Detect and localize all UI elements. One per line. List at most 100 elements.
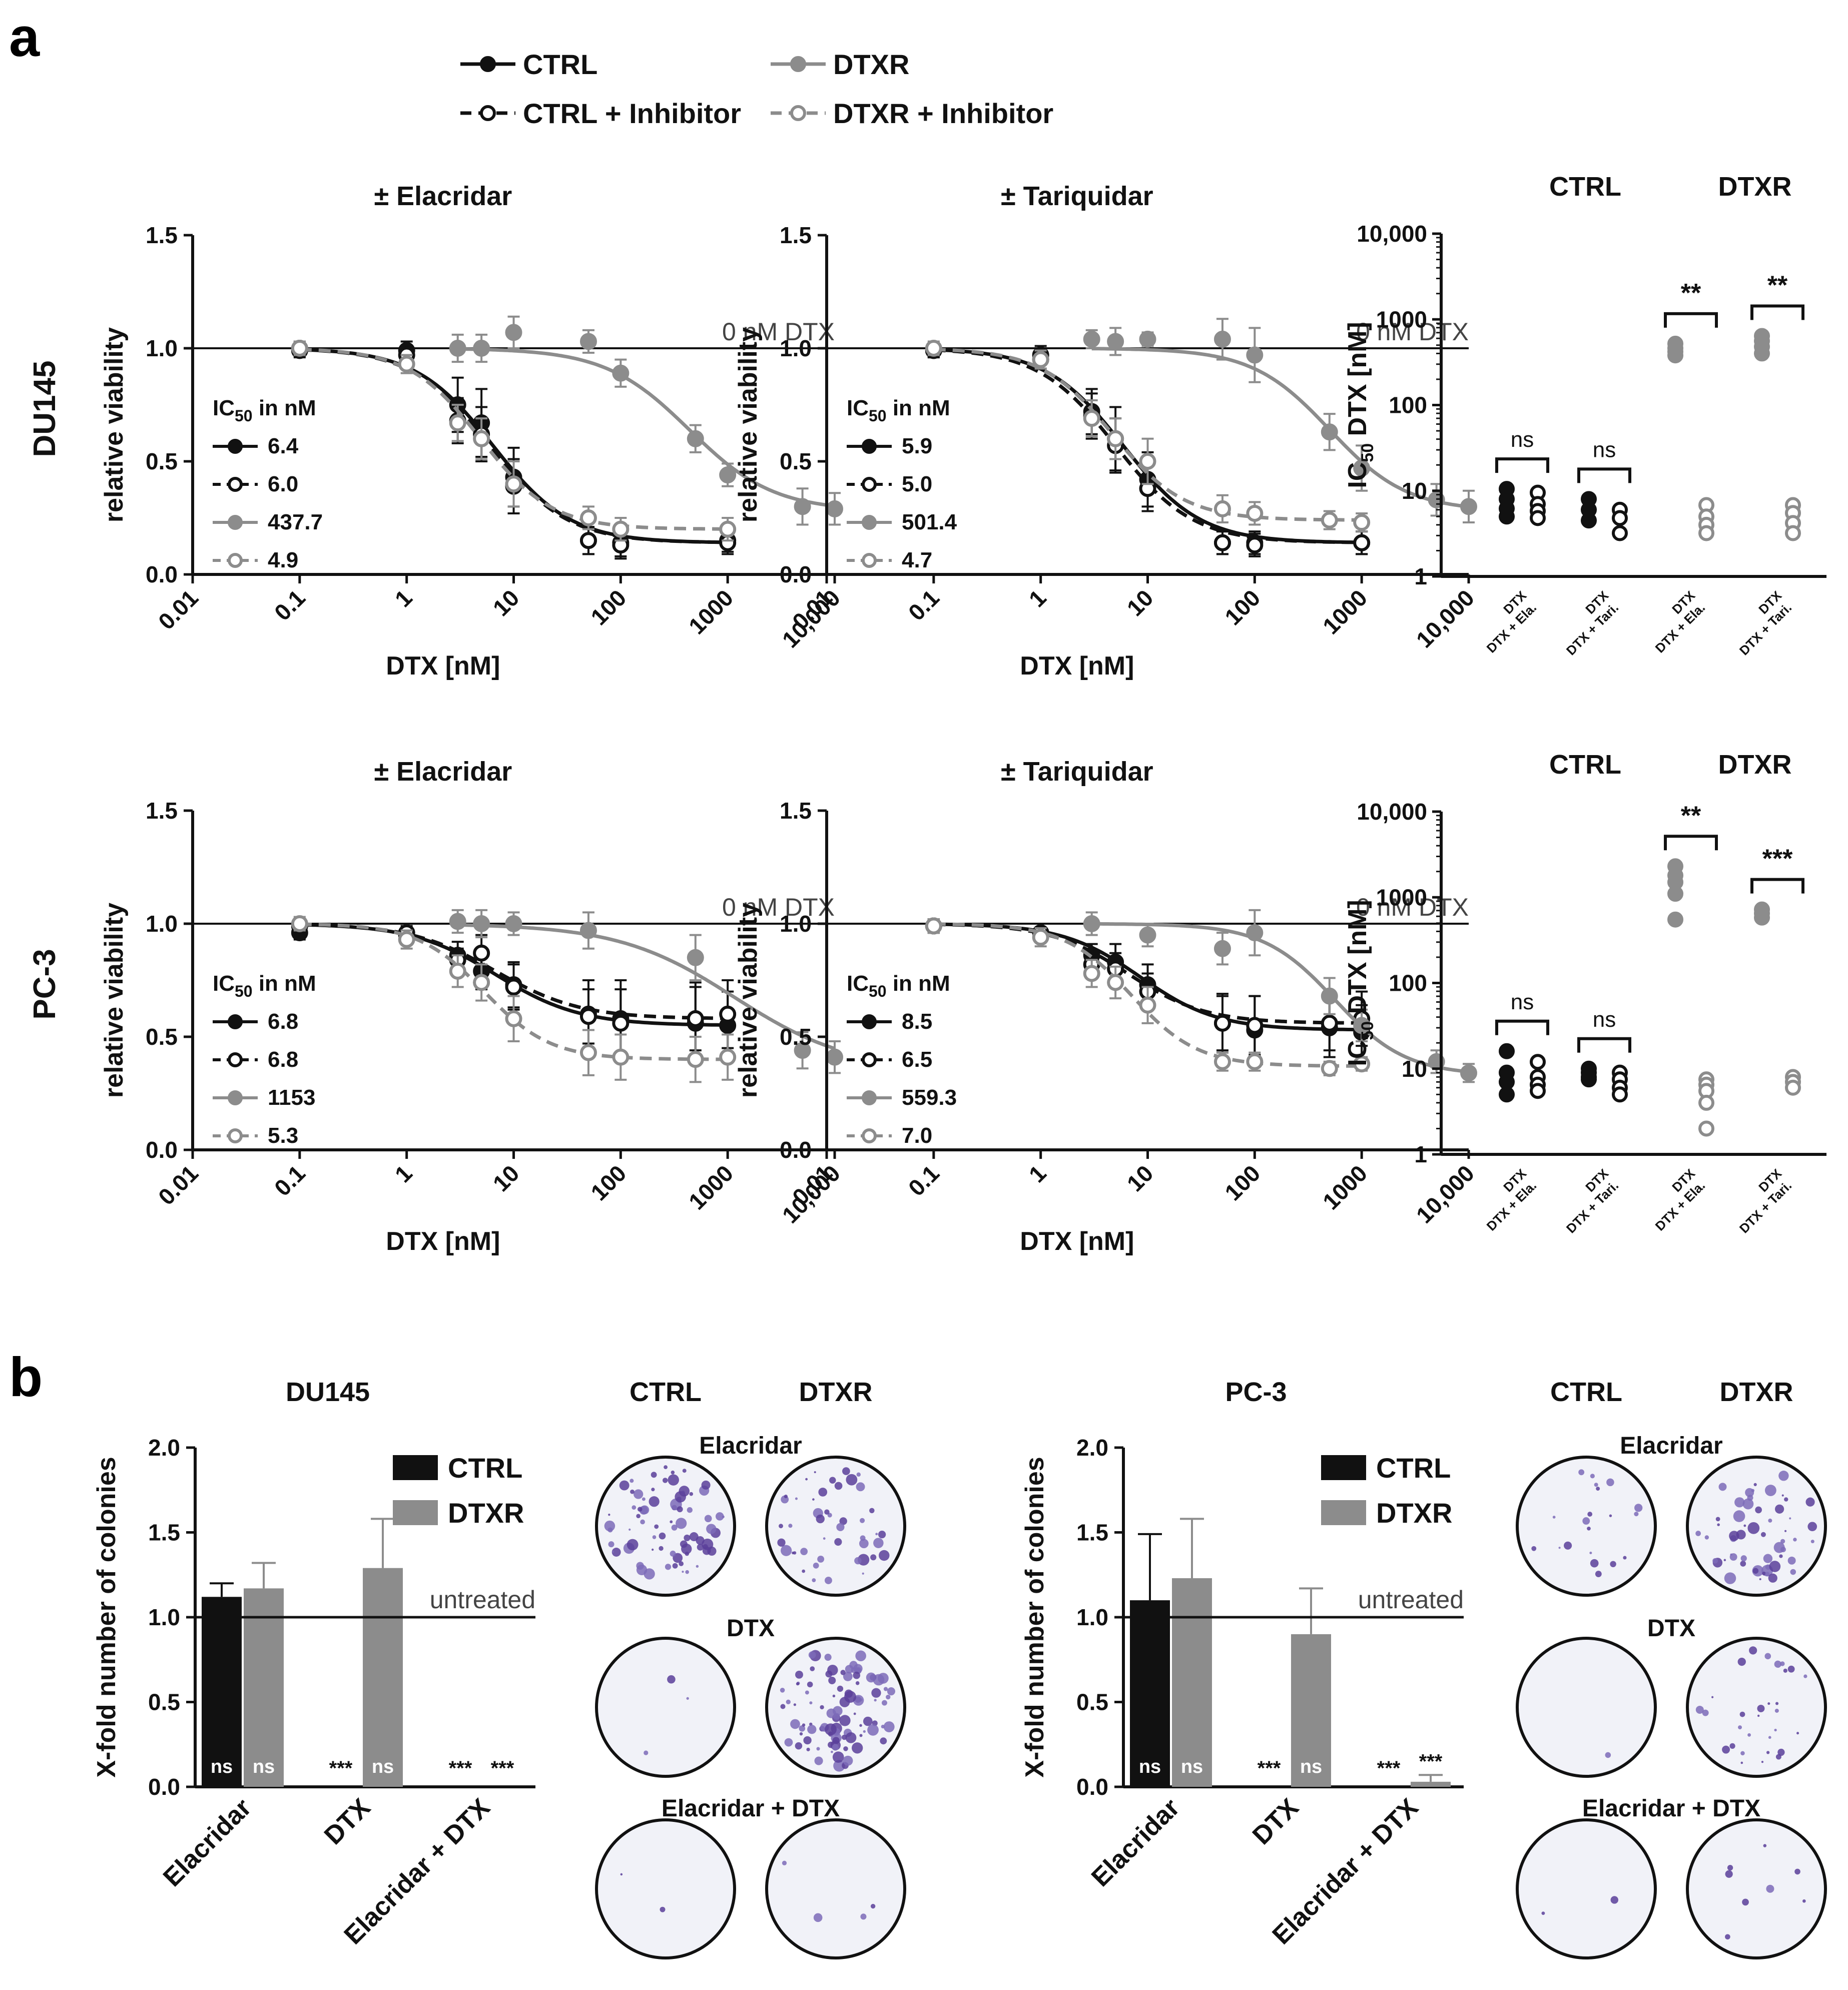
y-tick-label: 100 bbox=[1389, 392, 1427, 418]
colony bbox=[816, 1514, 825, 1524]
colony bbox=[1702, 1709, 1709, 1716]
colony bbox=[845, 1732, 857, 1743]
culture-plate bbox=[765, 1456, 906, 1597]
colony bbox=[863, 1716, 873, 1726]
colony bbox=[856, 1482, 865, 1492]
data-point bbox=[1246, 504, 1264, 522]
colony bbox=[1722, 1745, 1730, 1754]
data-point bbox=[505, 324, 522, 341]
chart-title: PC-3 bbox=[1225, 1377, 1287, 1407]
colony bbox=[880, 1737, 887, 1745]
colony bbox=[780, 1704, 786, 1709]
legend-marker bbox=[790, 105, 806, 121]
reference-label: 0 nM DTX bbox=[722, 318, 835, 346]
colony bbox=[1763, 1844, 1767, 1847]
colony bbox=[793, 1703, 797, 1706]
y-title-tail: DTX [nM] bbox=[1343, 900, 1372, 1021]
data-point bbox=[1246, 924, 1264, 942]
y-tick-label: 0.0 bbox=[146, 1137, 178, 1163]
ic50-header-tail: in nM bbox=[253, 971, 316, 996]
colony bbox=[779, 1524, 783, 1529]
series-2 bbox=[1083, 909, 1477, 1083]
bar-label: *** bbox=[1419, 1750, 1443, 1772]
series-2 bbox=[449, 315, 843, 526]
data-point bbox=[1032, 351, 1049, 368]
data-point bbox=[719, 466, 737, 484]
colony bbox=[642, 1497, 646, 1501]
panel-letter-b: b bbox=[9, 1347, 43, 1408]
colony bbox=[1787, 1665, 1795, 1673]
data-point bbox=[1139, 926, 1156, 944]
colony bbox=[832, 1706, 843, 1716]
colony bbox=[672, 1563, 678, 1569]
colony bbox=[1753, 1483, 1757, 1487]
colony bbox=[849, 1661, 858, 1669]
colony bbox=[703, 1544, 708, 1549]
colony bbox=[827, 1513, 832, 1518]
panel-letter-a: a bbox=[9, 7, 40, 68]
ic50-value: 501.4 bbox=[902, 510, 957, 534]
colony bbox=[630, 1489, 635, 1494]
y-axis-title: X-fold number of colonies bbox=[92, 1457, 121, 1777]
colony bbox=[824, 1509, 830, 1515]
colony bbox=[687, 1507, 693, 1513]
significance-bracket bbox=[1750, 304, 1804, 320]
data-point bbox=[1213, 534, 1231, 551]
series-3 bbox=[291, 915, 737, 1083]
y-tick-label: 2.0 bbox=[148, 1435, 180, 1461]
colony bbox=[1760, 1532, 1766, 1537]
colony bbox=[1552, 1516, 1556, 1519]
y-tick-label: 0.5 bbox=[146, 1024, 178, 1050]
colony bbox=[846, 1474, 858, 1486]
legend-swatch bbox=[1321, 1455, 1366, 1480]
chart-title: DU145 bbox=[286, 1377, 370, 1407]
data-point bbox=[1246, 346, 1264, 364]
x-tick-label: 100 bbox=[1219, 1160, 1265, 1205]
x-tick-label: 100 bbox=[585, 584, 631, 630]
colony bbox=[1725, 1870, 1733, 1878]
inhibitor-point bbox=[1530, 1054, 1546, 1070]
colony bbox=[1777, 1748, 1785, 1756]
data-point bbox=[1321, 1060, 1338, 1077]
colony bbox=[1695, 1705, 1704, 1714]
col-header-ctrl: CTRL bbox=[1549, 750, 1621, 780]
colony bbox=[781, 1545, 792, 1556]
colony bbox=[662, 1478, 668, 1483]
plate-row-title: DTX bbox=[1647, 1615, 1695, 1642]
colony bbox=[1740, 1751, 1745, 1756]
y-axis-title: relative viability bbox=[734, 903, 763, 1098]
data-point bbox=[826, 1048, 843, 1066]
colony bbox=[1768, 1518, 1772, 1523]
plate-row-title: DTX bbox=[727, 1615, 775, 1642]
colony bbox=[879, 1550, 890, 1561]
colony bbox=[671, 1470, 675, 1475]
y-tick-label: 0.5 bbox=[146, 448, 178, 474]
colony bbox=[844, 1691, 856, 1703]
ic50-marker bbox=[862, 1128, 877, 1143]
y-axis-title: X-fold number of colonies bbox=[1020, 1457, 1049, 1777]
colony bbox=[1589, 1551, 1592, 1555]
data-point bbox=[612, 1014, 630, 1032]
reference-label: untreated bbox=[1358, 1586, 1464, 1614]
y-tick-label: 0.5 bbox=[1076, 1689, 1108, 1715]
colony bbox=[1779, 1554, 1783, 1558]
colony bbox=[716, 1512, 724, 1521]
bar bbox=[202, 1597, 242, 1787]
colony bbox=[1541, 1911, 1545, 1915]
colony bbox=[1531, 1546, 1537, 1551]
significance-label: ns bbox=[1593, 1007, 1616, 1032]
y-tick-label: 1.0 bbox=[146, 335, 178, 361]
data-point bbox=[473, 915, 490, 932]
ic50-value: 6.8 bbox=[268, 1009, 298, 1034]
colony bbox=[1796, 1732, 1799, 1735]
colony bbox=[812, 1578, 816, 1582]
y-tick-label: 1000 bbox=[1376, 884, 1427, 910]
significance-label: *** bbox=[1762, 845, 1793, 874]
colony bbox=[1704, 1535, 1709, 1540]
colony bbox=[836, 1523, 845, 1531]
colony bbox=[608, 1513, 610, 1516]
ic50-header-main: IC bbox=[847, 396, 869, 420]
